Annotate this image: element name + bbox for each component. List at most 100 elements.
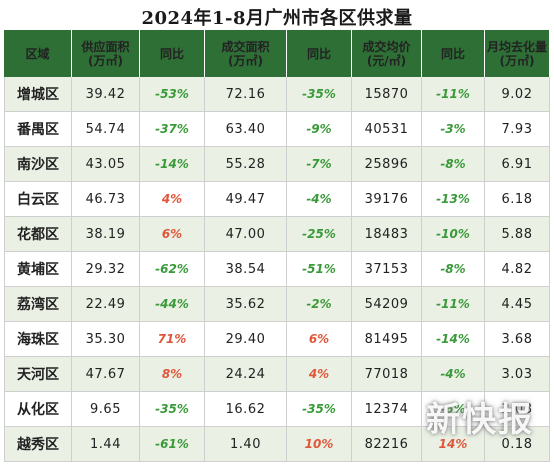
cell-district: 南沙区	[4, 147, 72, 182]
cell-price-yoy: -14%	[422, 322, 485, 357]
supply-demand-table: 区域 供应面积 (万㎡) 同比 成交面积 (万㎡) 同比 成交均价 (元/㎡) …	[4, 30, 550, 463]
header-monthly-absorption: 月均去化量 (万㎡)	[485, 30, 550, 77]
header-district: 区域	[4, 30, 72, 77]
cell-monthly-absorption: 3.03	[485, 357, 550, 392]
cell-avg-price: 40531	[352, 112, 422, 147]
cell-price-yoy: -11%	[422, 287, 485, 322]
table-header-row: 区域 供应面积 (万㎡) 同比 成交面积 (万㎡) 同比 成交均价 (元/㎡) …	[4, 30, 550, 77]
cell-supply-yoy: 6%	[140, 217, 205, 252]
cell-supply-area: 1.44	[72, 427, 140, 462]
table-row: 增城区 39.42 -53% 72.16 -35% 15870 -11% 9.02	[4, 77, 550, 112]
cell-deal-area: 63.40	[205, 112, 287, 147]
table-row: 白云区 46.73 4% 49.47 -4% 39176 -13% 6.18	[4, 182, 550, 217]
cell-supply-area: 22.49	[72, 287, 140, 322]
page-title: 2024年1-8月广州市各区供求量	[141, 8, 413, 29]
cell-deal-area: 55.28	[205, 147, 287, 182]
cell-supply-area: 38.19	[72, 217, 140, 252]
cell-deal-area: 49.47	[205, 182, 287, 217]
cell-deal-area: 72.16	[205, 77, 287, 112]
cell-price-yoy: -10%	[422, 217, 485, 252]
cell-monthly-absorption: 9.02	[485, 77, 550, 112]
cell-avg-price: 54209	[352, 287, 422, 322]
cell-price-yoy: 14%	[422, 427, 485, 462]
table-row: 海珠区 35.30 71% 29.40 6% 81495 -14% 3.68	[4, 322, 550, 357]
cell-monthly-absorption: 6.91	[485, 147, 550, 182]
cell-deal-yoy: -9%	[287, 112, 352, 147]
cell-deal-yoy: 10%	[287, 427, 352, 462]
cell-deal-yoy: -25%	[287, 217, 352, 252]
cell-avg-price: 39176	[352, 182, 422, 217]
cell-avg-price: 77018	[352, 357, 422, 392]
cell-deal-area: 29.40	[205, 322, 287, 357]
cell-supply-yoy: 4%	[140, 182, 205, 217]
cell-deal-area: 1.40	[205, 427, 287, 462]
cell-avg-price: 37153	[352, 252, 422, 287]
cell-supply-area: 46.73	[72, 182, 140, 217]
header-supply-area: 供应面积 (万㎡)	[72, 30, 140, 77]
cell-supply-area: 35.30	[72, 322, 140, 357]
cell-monthly-absorption: 6.18	[485, 182, 550, 217]
cell-district: 从化区	[4, 392, 72, 427]
cell-deal-yoy: -51%	[287, 252, 352, 287]
cell-monthly-absorption: 4.82	[485, 252, 550, 287]
cell-supply-area: 9.65	[72, 392, 140, 427]
cell-avg-price: 12374	[352, 392, 422, 427]
watermark-logo: 新快报	[426, 399, 534, 440]
cell-deal-area: 24.24	[205, 357, 287, 392]
cell-supply-yoy: -62%	[140, 252, 205, 287]
cell-price-yoy: -13%	[422, 182, 485, 217]
table-row: 南沙区 43.05 -14% 55.28 -7% 25896 -8% 6.91	[4, 147, 550, 182]
cell-supply-yoy: -37%	[140, 112, 205, 147]
cell-avg-price: 18483	[352, 217, 422, 252]
cell-deal-yoy: 6%	[287, 322, 352, 357]
table-row: 从化区 9.65 -35% 16.62 -35% 12374 -6% 2.08	[4, 392, 550, 427]
table-row: 花都区 38.19 6% 47.00 -25% 18483 -10% 5.88	[4, 217, 550, 252]
cell-supply-yoy: -53%	[140, 77, 205, 112]
cell-avg-price: 82216	[352, 427, 422, 462]
header-price-yoy: 同比	[422, 30, 485, 77]
cell-supply-area: 29.32	[72, 252, 140, 287]
cell-deal-yoy: 4%	[287, 357, 352, 392]
cell-monthly-absorption: 2.08	[485, 392, 550, 427]
cell-deal-yoy: -35%	[287, 392, 352, 427]
cell-monthly-absorption: 7.93	[485, 112, 550, 147]
cell-district: 增城区	[4, 77, 72, 112]
cell-monthly-absorption: 3.68	[485, 322, 550, 357]
cell-district: 番禺区	[4, 112, 72, 147]
cell-price-yoy: -11%	[422, 77, 485, 112]
header-deal-area: 成交面积 (万㎡)	[205, 30, 287, 77]
table-row: 荔湾区 22.49 -44% 35.62 -2% 54209 -11% 4.45	[4, 287, 550, 322]
header-avg-price: 成交均价 (元/㎡)	[352, 30, 422, 77]
cell-district: 天河区	[4, 357, 72, 392]
cell-deal-yoy: -2%	[287, 287, 352, 322]
cell-deal-yoy: -7%	[287, 147, 352, 182]
cell-supply-yoy: -44%	[140, 287, 205, 322]
cell-district: 花都区	[4, 217, 72, 252]
cell-district: 白云区	[4, 182, 72, 217]
table-row: 番禺区 54.74 -37% 63.40 -9% 40531 -3% 7.93	[4, 112, 550, 147]
table-row: 越秀区 1.44 -61% 1.40 10% 82216 14% 0.18	[4, 427, 550, 462]
cell-monthly-absorption: 4.45	[485, 287, 550, 322]
cell-supply-yoy: -35%	[140, 392, 205, 427]
cell-district: 越秀区	[4, 427, 72, 462]
cell-deal-area: 16.62	[205, 392, 287, 427]
cell-price-yoy: -3%	[422, 112, 485, 147]
cell-supply-yoy: 8%	[140, 357, 205, 392]
cell-price-yoy: -8%	[422, 252, 485, 287]
cell-monthly-absorption: 0.18	[485, 427, 550, 462]
cell-deal-yoy: -35%	[287, 77, 352, 112]
cell-district: 黄埔区	[4, 252, 72, 287]
cell-supply-yoy: -14%	[140, 147, 205, 182]
cell-deal-area: 35.62	[205, 287, 287, 322]
cell-avg-price: 15870	[352, 77, 422, 112]
cell-deal-yoy: -4%	[287, 182, 352, 217]
cell-supply-area: 54.74	[72, 112, 140, 147]
cell-district: 海珠区	[4, 322, 72, 357]
cell-price-yoy: -6%	[422, 392, 485, 427]
cell-supply-area: 43.05	[72, 147, 140, 182]
cell-supply-yoy: 71%	[140, 322, 205, 357]
header-deal-yoy: 同比	[287, 30, 352, 77]
cell-avg-price: 25896	[352, 147, 422, 182]
cell-supply-area: 39.42	[72, 77, 140, 112]
cell-deal-area: 38.54	[205, 252, 287, 287]
